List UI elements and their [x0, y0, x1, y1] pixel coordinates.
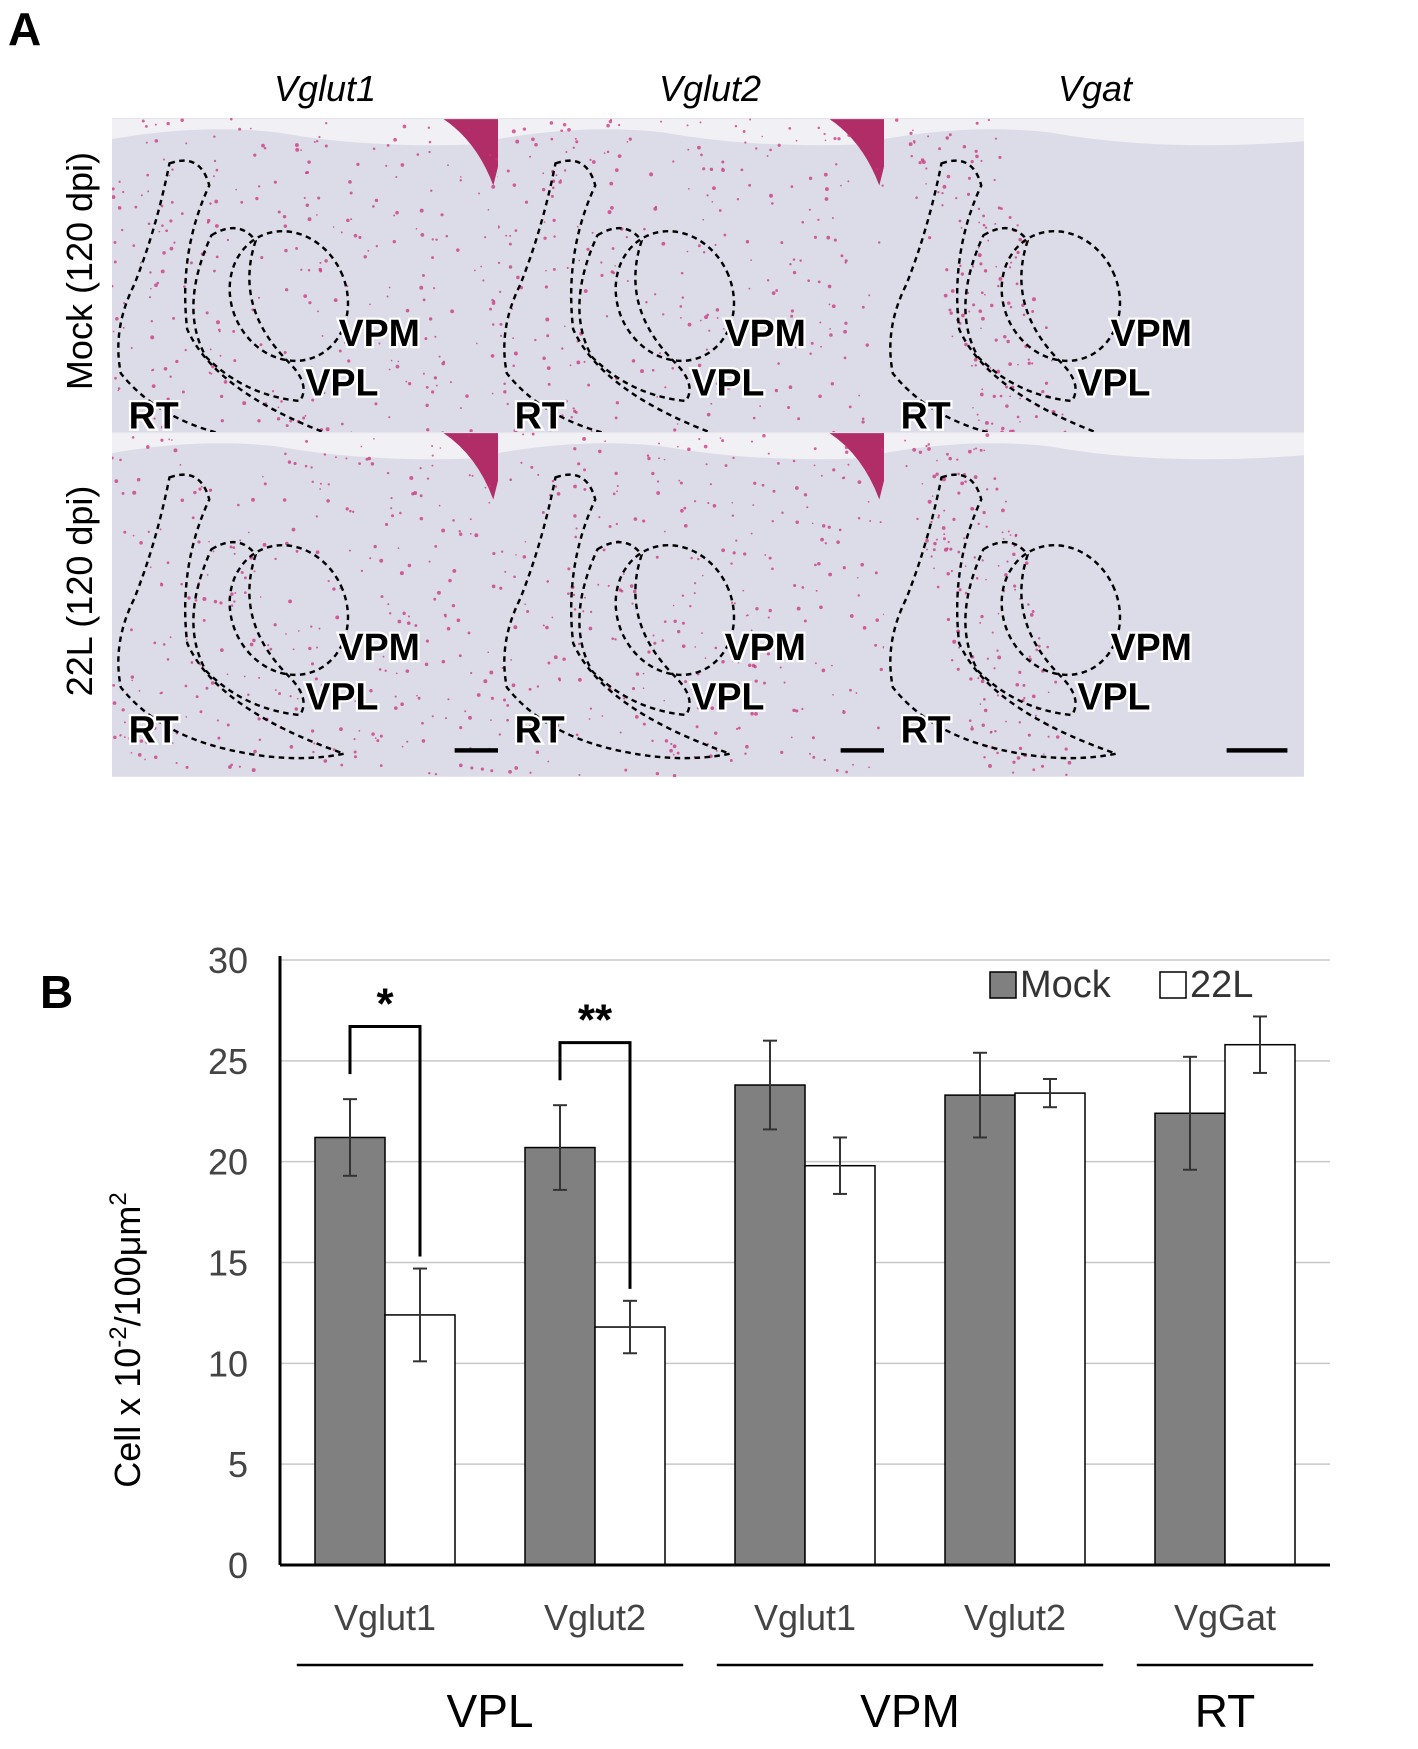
bar-mock-4: [1154, 1112, 1226, 1566]
legend-label-mock: Mock: [1020, 964, 1112, 1006]
bar-22l-4: [1224, 1043, 1296, 1566]
column-header-vglut1: Vglut1: [273, 68, 377, 109]
significance-brackets: * **: [348, 980, 632, 1289]
row-label-mock: Mock (120 dpi): [59, 151, 100, 391]
error-bar-mock-1: [553, 1104, 567, 1191]
vpm-outline: [228, 543, 350, 677]
x-tick-label-0: Vglut1: [334, 1597, 436, 1638]
region-label-vpl: VPL: [305, 676, 378, 718]
legend-swatch-mock: [989, 971, 1017, 999]
bar-mock-1: [524, 1146, 596, 1566]
bars: [314, 1015, 1296, 1566]
region-label-vpm: VPM: [1111, 312, 1192, 354]
significance-label-1: **: [578, 996, 613, 1045]
error-bar-mock-2: [763, 1039, 777, 1131]
row-label-22l: 22L (120 dpi): [59, 485, 100, 697]
panel-a-letter: A: [8, 3, 42, 55]
error-bar-mock-4: [1183, 1055, 1197, 1171]
y-tick-label-3: 15: [208, 1243, 248, 1284]
vpl-outline: [192, 227, 305, 403]
bar-22l-2: [804, 1164, 876, 1566]
region-label-vpl: VPL: [691, 362, 764, 404]
region-label-rt: RT: [129, 395, 179, 437]
error-bar-22l-0: [413, 1267, 427, 1363]
y-tick-label-5: 25: [208, 1041, 248, 1082]
column-header-vglut2: Vglut2: [658, 68, 762, 109]
micrograph-vglut1-22l: VPM VPL RT: [112, 432, 532, 777]
significance-label-0: *: [376, 980, 394, 1029]
region-label-rt: RT: [515, 709, 565, 751]
micrograph-vgat-mock: VPM VPL RT: [884, 118, 1304, 463]
vpm-outline: [228, 229, 350, 363]
scale-bar: [454, 748, 516, 753]
region-label-vpm: VPM: [339, 626, 420, 668]
significance-bracket-1: **: [558, 996, 632, 1289]
bar-mock-3: [944, 1094, 1016, 1566]
legend-label-22l: 22L: [1190, 964, 1253, 1006]
error-bar-22l-4: [1253, 1015, 1267, 1074]
vpl-outline: [578, 541, 691, 717]
micrograph-vgat-22l: VPM VPL RT: [884, 432, 1304, 777]
column-header-vgat: Vgat: [1057, 68, 1133, 109]
x-tick-label-1: Vglut2: [544, 1597, 646, 1638]
error-bar-mock-0: [343, 1098, 357, 1177]
stained-cells: [498, 118, 918, 460]
x-tick-label-4: VgGat: [1174, 1597, 1276, 1638]
vpm-outline: [614, 229, 736, 363]
region-label-rt: RT: [901, 395, 951, 437]
micrograph-vglut2-mock: VPM VPL RT: [498, 118, 918, 463]
vpm-outline: [614, 543, 736, 677]
group-label-0: VPL: [447, 1685, 534, 1737]
region-label-vpl: VPL: [691, 676, 764, 718]
vpl-outline: [578, 227, 691, 403]
stained-cells: [904, 433, 1072, 777]
region-label-vpm: VPM: [339, 312, 420, 354]
error-bar-22l-2: [833, 1136, 847, 1195]
vpl-outline: [192, 541, 305, 717]
group-label-1: VPM: [860, 1685, 960, 1737]
bar-mock-0: [314, 1136, 386, 1566]
y-tick-label-4: 20: [208, 1142, 248, 1183]
region-label-vpm: VPM: [725, 312, 806, 354]
y-tick-label-1: 5: [228, 1444, 248, 1485]
error-bar-22l-1: [623, 1299, 637, 1355]
region-label-vpm: VPM: [725, 626, 806, 668]
panel-b-letter: B: [40, 966, 74, 1018]
bar-22l-3: [1014, 1092, 1086, 1566]
y-axis-label: Cell x 10-2/100μm2: [105, 1192, 148, 1488]
significance-bracket-0: *: [348, 980, 422, 1257]
region-label-vpl: VPL: [305, 362, 378, 404]
scale-bar: [1226, 748, 1288, 753]
vpl-outline: [964, 541, 1077, 717]
y-tick-label-6: 30: [208, 940, 248, 981]
region-label-rt: RT: [129, 709, 179, 751]
micrograph-vglut2-22l: VPM VPL RT: [498, 432, 918, 777]
vpm-outline: [1000, 229, 1122, 363]
error-bar-22l-3: [1043, 1077, 1057, 1109]
region-label-vpm: VPM: [1111, 626, 1192, 668]
region-label-vpl: VPL: [1077, 362, 1150, 404]
group-label-2: RT: [1195, 1685, 1256, 1737]
y-tick-label-2: 10: [208, 1343, 248, 1384]
region-label-vpl: VPL: [1077, 676, 1150, 718]
x-tick-label-3: Vglut2: [964, 1597, 1066, 1638]
micrograph-vglut1-mock: VPM VPL RT: [112, 118, 532, 463]
legend: Mock 22L: [989, 964, 1253, 1006]
bar-22l-1: [594, 1326, 666, 1566]
region-label-rt: RT: [515, 395, 565, 437]
region-label-rt: RT: [901, 709, 951, 751]
legend-swatch-22l: [1159, 971, 1187, 999]
x-tick-label-2: Vglut1: [754, 1597, 856, 1638]
y-tick-label-0: 0: [228, 1545, 248, 1586]
scale-bar: [840, 748, 902, 753]
bar-chart: 0 5 10 15 20 25 30 Vglut1 Vglut2 Vglut1 Vglut2 VgGa…: [105, 940, 1330, 1737]
axes: 0 5 10 15 20 25 30 Vglut1 Vglut2 Vglut1 Vglut2 VgGa…: [208, 940, 1330, 1737]
vpm-outline: [1000, 543, 1122, 677]
vpl-outline: [964, 227, 1077, 403]
bar-mock-2: [734, 1084, 806, 1566]
error-bar-mock-3: [973, 1051, 987, 1139]
